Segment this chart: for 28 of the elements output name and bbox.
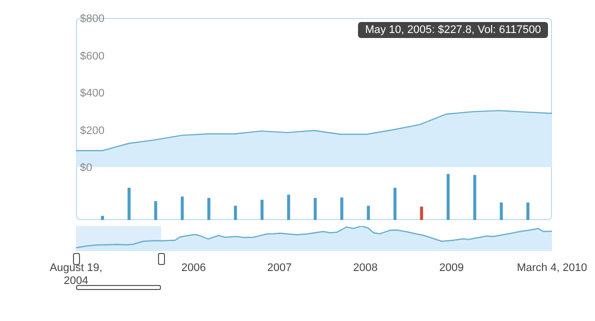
- bar: [446, 174, 450, 220]
- y-tick-label: $600: [80, 50, 104, 62]
- x-tick-label: 2008: [353, 262, 378, 274]
- x-tick-label: 2009: [439, 262, 464, 274]
- bar: [101, 216, 104, 220]
- x-tick-label: 2006: [181, 262, 206, 274]
- bar: [287, 194, 290, 220]
- x-tick-label: 2007: [267, 262, 292, 274]
- bar: [340, 197, 344, 220]
- annotation: May 10, 2005: $227.8, Vol: 6117500: [358, 22, 548, 38]
- x-tick-label: August 19, 2004: [50, 262, 102, 287]
- bar: [180, 196, 184, 220]
- bar: [366, 206, 370, 220]
- bar: [234, 206, 237, 220]
- bar: [393, 188, 396, 220]
- x-tick-label: March 4, 2010: [516, 262, 588, 274]
- y-tick-label: $0: [80, 162, 92, 174]
- bar: [500, 202, 503, 220]
- bar: [314, 198, 317, 220]
- y-tick-label: $400: [80, 88, 104, 100]
- bar: [154, 201, 158, 220]
- bar: [207, 198, 210, 220]
- bar: [420, 206, 424, 220]
- y-tick-label: $200: [80, 124, 104, 137]
- bar: [260, 200, 264, 220]
- bar: [128, 188, 131, 220]
- bar: [473, 174, 476, 220]
- bar: [526, 202, 530, 220]
